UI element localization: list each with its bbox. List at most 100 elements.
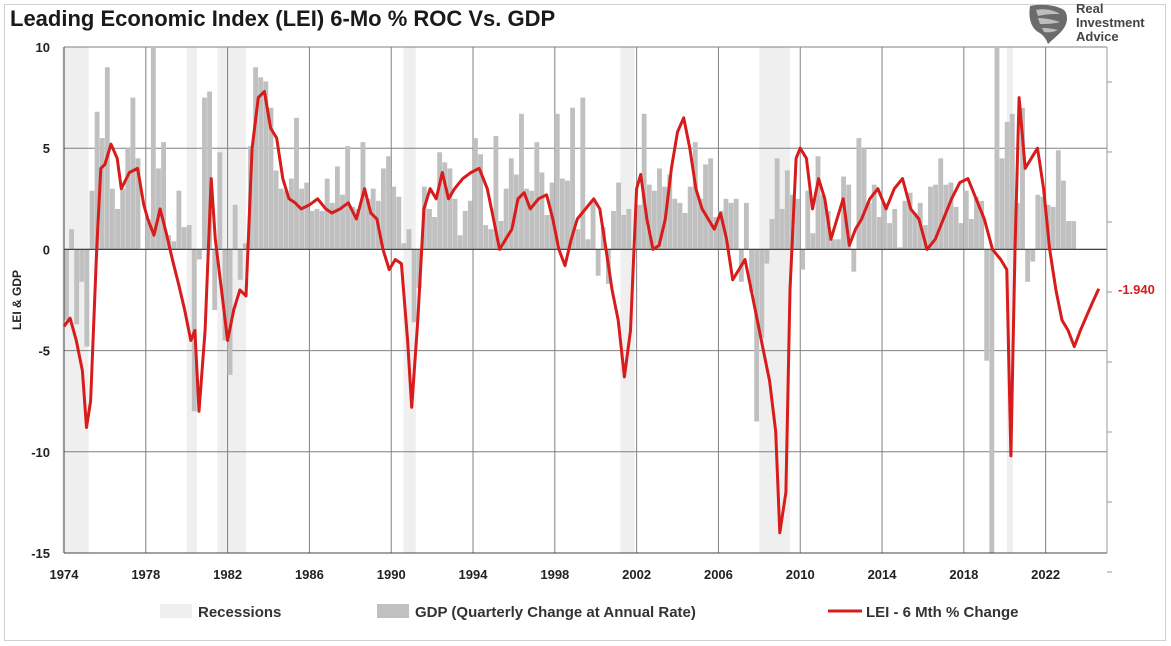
gdp-bar <box>503 188 509 250</box>
gdp-bar <box>887 223 893 250</box>
gdp-bar <box>1025 249 1031 282</box>
chart-title: Leading Economic Index (LEI) 6-Mo % ROC … <box>10 6 556 31</box>
x-tick-label: 2022 <box>1031 567 1060 582</box>
gdp-bar <box>432 217 437 250</box>
gdp-bar <box>902 200 908 250</box>
gdp-bar <box>273 170 279 250</box>
gdp-bar <box>846 184 852 250</box>
gdp-bar <box>258 77 264 250</box>
gdp-bar <box>130 97 136 250</box>
gdp-bar <box>1066 221 1071 250</box>
gdp-bar <box>483 225 489 250</box>
gdp-bar <box>861 148 867 250</box>
gdp-bar <box>1071 221 1077 250</box>
gdp-bar <box>94 111 100 250</box>
gdp-bar <box>217 152 223 250</box>
brand-text: Real Investment Advice <box>1076 2 1145 44</box>
tick-labels: 1974 1978 1982 1986 1990 1994 1998 2002 2006 2010… <box>31 40 1060 582</box>
gdp-bar <box>687 186 693 250</box>
gdp-bar <box>222 249 228 341</box>
gdp-bar <box>876 217 882 250</box>
gdp-bar <box>391 186 397 250</box>
gdp-bar <box>641 113 647 250</box>
legend-label-lei: LEI - 6 Mth % Change <box>866 604 1019 621</box>
gdp-bar <box>156 168 161 250</box>
gdp-bar <box>784 170 790 250</box>
gdp-bar <box>646 184 652 250</box>
gdp-bar <box>1004 121 1010 250</box>
gdp-bar <box>263 81 269 250</box>
lei-end-label: -1.940 <box>1118 282 1155 297</box>
gdp-bar <box>559 178 565 250</box>
gdp-bar <box>79 249 85 282</box>
gdp-bar <box>365 198 371 250</box>
gdp-bar <box>703 164 708 250</box>
gdp-bar <box>1055 150 1061 250</box>
gdp-bar <box>539 172 545 250</box>
gdp-bar <box>314 208 320 250</box>
gdp-bar <box>345 146 351 250</box>
legend-label-gdp: GDP (Quarterly Change at Annual Rate) <box>415 604 696 621</box>
gdp-bar <box>135 158 141 250</box>
gdp-bar <box>288 178 294 250</box>
brand-line: Real <box>1076 1 1104 16</box>
x-tick-label: 1978 <box>131 567 160 582</box>
gdp-bar <box>999 158 1005 250</box>
gdp-bar <box>958 223 964 250</box>
gdp-bar <box>207 91 213 250</box>
gdp-bar <box>401 243 407 250</box>
gdp-bar <box>1014 202 1020 250</box>
recession-band <box>620 47 635 553</box>
brand-logo: Real Investment Advice <box>1024 2 1145 46</box>
gdp-bar <box>186 225 192 250</box>
gdp-bar <box>590 200 596 250</box>
gdp-bar <box>779 208 785 250</box>
y-tick-label: 5 <box>43 141 50 156</box>
gdp-bar <box>989 249 995 553</box>
gdp-bar <box>651 190 657 250</box>
gdp-bar <box>488 229 494 250</box>
gdp-bar <box>524 188 530 250</box>
gdp-bar <box>457 235 463 250</box>
gdp-bar <box>99 138 105 250</box>
gdp-bar <box>749 249 754 292</box>
gdp-bar <box>370 188 376 250</box>
gdp-bar <box>84 249 90 347</box>
recession-band <box>403 47 416 553</box>
legend-label-recessions: Recessions <box>198 604 281 621</box>
x-tick-label: 2018 <box>949 567 978 582</box>
gdp-bar <box>309 210 315 250</box>
x-tick-label: 2014 <box>868 567 898 582</box>
gdp-bar <box>1035 194 1041 250</box>
gdp-bar <box>672 198 678 250</box>
gdp-bar <box>69 229 74 250</box>
lei-line <box>62 90 1101 535</box>
gdp-bar <box>242 243 248 250</box>
gdp-bar <box>508 158 514 250</box>
gdp-bar <box>237 249 243 280</box>
x-tick-label: 2010 <box>786 567 815 582</box>
gdp-bar <box>1009 113 1015 250</box>
gdp-bar <box>759 249 765 339</box>
gdp-bar <box>232 204 238 250</box>
gdp-bar <box>324 178 330 250</box>
gdp-bar <box>728 202 734 250</box>
gdp-bar <box>299 188 305 250</box>
legend-swatch-recessions <box>160 604 192 618</box>
gdp-bar <box>830 239 836 250</box>
gdp-bar <box>171 241 177 250</box>
gdp-bar <box>1040 196 1046 250</box>
x-tick-label: 1986 <box>295 567 324 582</box>
gdp-bar <box>805 190 811 250</box>
gdp-bar <box>350 206 356 250</box>
x-tick-label: 1998 <box>540 567 569 582</box>
gdp-bar <box>110 188 115 250</box>
x-tick-label: 1974 <box>50 567 80 582</box>
x-tick-label: 1990 <box>377 567 406 582</box>
gdp-bar <box>294 117 299 250</box>
gdp-bar <box>268 107 274 250</box>
legend-swatch-gdp <box>377 604 409 618</box>
gdp-bar <box>115 208 120 250</box>
gdp-bar <box>498 221 504 250</box>
gdp-bar <box>800 249 806 270</box>
